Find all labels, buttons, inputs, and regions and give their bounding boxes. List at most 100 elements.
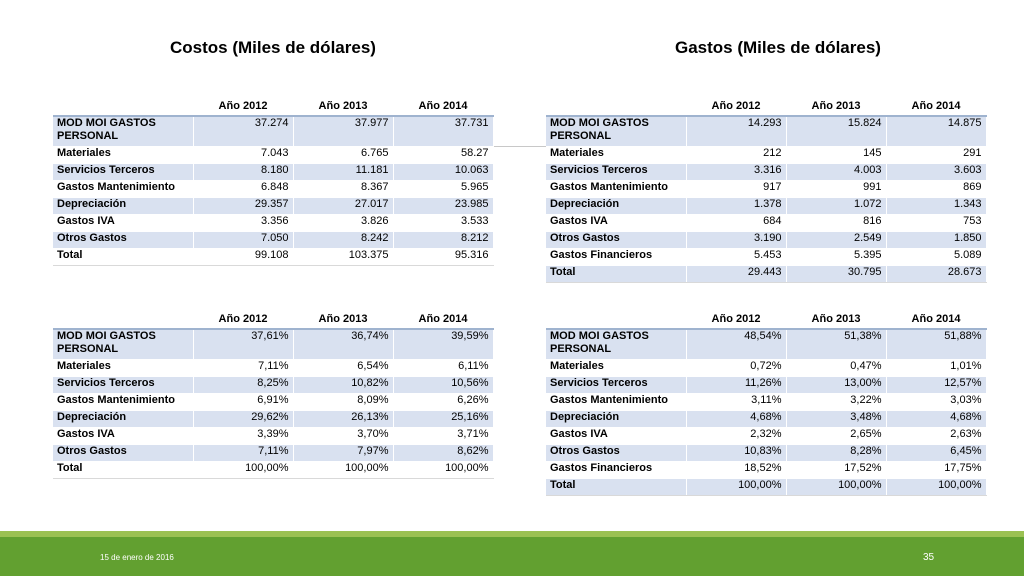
table-row: Otros Gastos 3.190 2.549 1.850 xyxy=(546,231,987,249)
cell-value: 39,59% xyxy=(393,329,494,360)
cell-value: 8,09% xyxy=(293,393,394,411)
table-row: Otros Gastos 7.050 8.242 8.212 xyxy=(53,231,494,249)
row-label: Depreciación xyxy=(53,410,194,428)
page-number: 35 xyxy=(923,552,935,563)
column-header: Año 2013 xyxy=(786,310,886,330)
cell-value: 11,26% xyxy=(686,376,787,394)
table-row: Otros Gastos 10,83% 8,28% 6,45% xyxy=(546,444,987,462)
table-row: Depreciación 1.378 1.072 1.343 xyxy=(546,197,987,215)
row-label: Depreciación xyxy=(546,197,687,215)
cell-value: 1.378 xyxy=(686,197,787,215)
cell-value: 14.293 xyxy=(686,116,787,147)
costos-absolute-table: Año 2012 Año 2013 Año 2014 MOD MOI GASTOS P… xyxy=(53,97,494,266)
table-row: Total 100,00% 100,00% 100,00% xyxy=(53,461,494,479)
header-blank xyxy=(53,97,193,117)
column-header: Año 2014 xyxy=(393,310,493,330)
cell-value: 51,38% xyxy=(786,329,887,360)
row-label: Gastos Mantenimiento xyxy=(546,393,687,411)
cell-value: 4.003 xyxy=(786,163,887,181)
cell-value: 7,11% xyxy=(193,359,294,377)
row-label: Otros Gastos xyxy=(53,444,194,462)
cell-value: 816 xyxy=(786,214,887,232)
table-row: Materiales 212 145 291 xyxy=(546,146,987,164)
table-row: Depreciación 29,62% 26,13% 25,16% xyxy=(53,410,494,428)
cell-value: 6,11% xyxy=(393,359,494,377)
header-row: Año 2012 Año 2013 Año 2014 xyxy=(53,97,493,117)
column-header: Año 2012 xyxy=(686,97,786,117)
table-row: Servicios Terceros 3.316 4.003 3.603 xyxy=(546,163,987,181)
row-label: Gastos IVA xyxy=(546,427,687,445)
header-row: Año 2012 Año 2013 Año 2014 xyxy=(546,310,986,330)
row-label: Gastos Mantenimiento xyxy=(53,393,194,411)
cell-value: 100,00% xyxy=(686,478,787,496)
cell-value: 5.453 xyxy=(686,248,787,266)
footer-date: 15 de enero de 2016 xyxy=(100,553,174,562)
table-row: Servicios Terceros 8,25% 10,82% 10,56% xyxy=(53,376,494,394)
cell-value: 2,63% xyxy=(886,427,987,445)
cell-value: 100,00% xyxy=(193,461,294,479)
column-header: Año 2014 xyxy=(393,97,493,117)
cell-value: 3.533 xyxy=(393,214,494,232)
table-row: Gastos Financieros 5.453 5.395 5.089 xyxy=(546,248,987,266)
cell-value: 3,11% xyxy=(686,393,787,411)
costos-percentage-table: Año 2012 Año 2013 Año 2014 MOD MOI GASTOS P… xyxy=(53,310,494,479)
cell-value: 8.180 xyxy=(193,163,294,181)
cell-value: 5.395 xyxy=(786,248,887,266)
cell-value: 30.795 xyxy=(786,265,887,283)
cell-value: 6.765 xyxy=(293,146,394,164)
cell-value: 5.089 xyxy=(886,248,987,266)
cell-value: 10,56% xyxy=(393,376,494,394)
cell-value: 1.072 xyxy=(786,197,887,215)
row-label: Total xyxy=(53,248,194,266)
table-row: MOD MOI GASTOS PERSONAL 48,54% 51,38% 51,88… xyxy=(546,329,987,360)
cell-value: 5.965 xyxy=(393,180,494,198)
cell-value: 3,39% xyxy=(193,427,294,445)
cell-value: 1,01% xyxy=(886,359,987,377)
row-label: Materiales xyxy=(53,359,194,377)
row-label: Otros Gastos xyxy=(546,231,687,249)
table-row: Total 100,00% 100,00% 100,00% xyxy=(546,478,987,496)
row-label: Depreciación xyxy=(53,197,194,215)
cell-value: 6.848 xyxy=(193,180,294,198)
cell-value: 6,91% xyxy=(193,393,294,411)
cell-value: 8,25% xyxy=(193,376,294,394)
header-row: Año 2012 Año 2013 Año 2014 xyxy=(53,310,493,330)
cell-value: 14.875 xyxy=(886,116,987,147)
row-label: Materiales xyxy=(546,146,687,164)
table-row: Servicios Terceros 8.180 11.181 10.063 xyxy=(53,163,494,181)
cell-value: 18,52% xyxy=(686,461,787,479)
cell-value: 23.985 xyxy=(393,197,494,215)
row-label: Servicios Terceros xyxy=(53,376,194,394)
cell-value: 8.242 xyxy=(293,231,394,249)
cell-value: 8.367 xyxy=(293,180,394,198)
cell-value: 3.190 xyxy=(686,231,787,249)
cell-value: 6,54% xyxy=(293,359,394,377)
header-blank xyxy=(546,310,686,330)
column-header: Año 2014 xyxy=(886,310,986,330)
column-header: Año 2013 xyxy=(293,97,393,117)
row-label: Gastos Mantenimiento xyxy=(53,180,194,198)
cell-value: 29,62% xyxy=(193,410,294,428)
cell-value: 3,22% xyxy=(786,393,887,411)
table-row: Gastos Mantenimiento 6,91% 8,09% 6,26% xyxy=(53,393,494,411)
table-row: Gastos IVA 3.356 3.826 3.533 xyxy=(53,214,494,232)
cell-value: 3.826 xyxy=(293,214,394,232)
table-row: Depreciación 29.357 27.017 23.985 xyxy=(53,197,494,215)
table-row: Gastos Financieros 18,52% 17,52% 17,75% xyxy=(546,461,987,479)
cell-value: 103.375 xyxy=(293,248,394,266)
table-row: Gastos IVA 2,32% 2,65% 2,63% xyxy=(546,427,987,445)
cell-value: 13,00% xyxy=(786,376,887,394)
cell-value: 2,32% xyxy=(686,427,787,445)
table-row: Servicios Terceros 11,26% 13,00% 12,57% xyxy=(546,376,987,394)
cell-value: 7.050 xyxy=(193,231,294,249)
cell-value: 4,68% xyxy=(686,410,787,428)
column-header: Año 2013 xyxy=(293,310,393,330)
cell-value: 10,83% xyxy=(686,444,787,462)
cell-value: 58.27 xyxy=(393,146,494,164)
header-blank xyxy=(53,310,193,330)
cell-value: 1.343 xyxy=(886,197,987,215)
costos-title: Costos (Miles de dólares) xyxy=(170,38,376,57)
row-label: Gastos Financieros xyxy=(546,248,687,266)
row-label: Materiales xyxy=(53,146,194,164)
cell-value: 3,71% xyxy=(393,427,494,445)
